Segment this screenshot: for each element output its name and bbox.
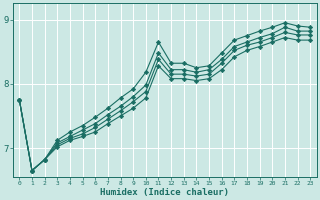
X-axis label: Humidex (Indice chaleur): Humidex (Indice chaleur) — [100, 188, 229, 197]
